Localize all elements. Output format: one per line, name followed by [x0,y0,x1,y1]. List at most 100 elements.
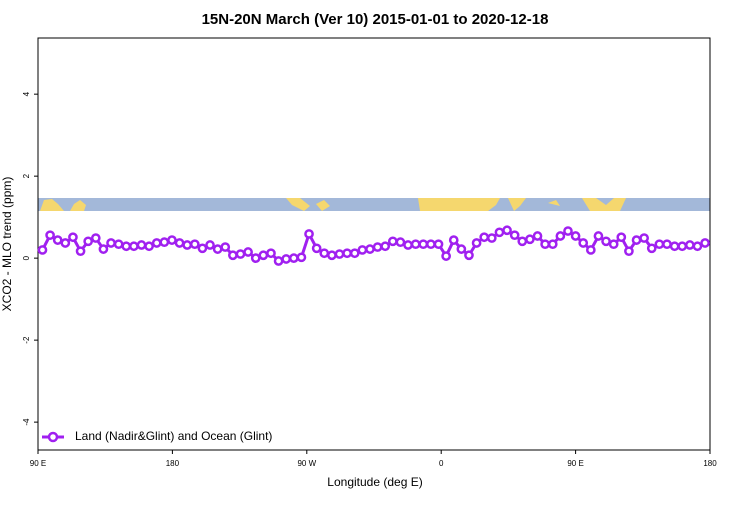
data-point [669,241,680,252]
data-point [365,244,375,254]
data-point [570,231,581,241]
data-point [448,235,459,245]
data-point [220,242,231,252]
data-point [441,251,451,261]
data-point [692,241,703,252]
data-point [387,236,398,247]
data-point [205,240,215,250]
data-point [113,239,124,250]
data-point [433,239,444,250]
data-point [228,250,238,261]
data-point [403,240,413,250]
x-tick-label: 180 [703,459,717,468]
data-point [243,247,253,257]
data-point [281,254,292,264]
data-point [182,240,193,250]
data-point [601,236,611,247]
data-point [608,239,619,250]
data-point [75,246,86,257]
data-point [700,238,710,248]
data-point [349,248,360,259]
data-point [578,238,589,248]
data-point [68,232,78,243]
plot-frame [37,37,711,451]
data-point [159,237,170,248]
data-point [555,231,566,241]
data-point [60,238,71,248]
data-point [456,244,467,254]
data-point [98,244,109,254]
chart-title: 15N-20N March (Ver 10) 2015-01-01 to 202… [202,11,549,28]
data-point [547,239,558,250]
y-tick-label: -4 [22,418,31,426]
data-point [426,239,436,250]
x-tick-label: 180 [166,459,180,468]
data-point [662,239,672,250]
data-point [235,249,246,259]
y-tick-label: 2 [22,173,31,178]
data-point [616,232,627,243]
data-point [151,238,162,248]
data-point [585,245,596,255]
legend-label: Land (Nadir&Glint) and Ocean (Glint) [75,429,272,443]
data-point [471,238,482,248]
data-point [334,249,345,259]
data-point [654,239,665,250]
data-point [327,250,337,261]
data-point [197,243,208,254]
data-point [311,243,322,254]
data-point [212,244,223,254]
data-point [52,235,63,245]
data-point [273,256,284,266]
data-point [624,246,634,257]
data-point [250,253,261,263]
data-point [258,250,269,261]
data-point [304,229,314,239]
data-point [380,241,391,252]
data-point [136,240,147,250]
x-tick-label: 90 E [567,459,583,468]
data-point [677,241,688,252]
data-point [319,248,330,259]
data-point [372,242,383,252]
legend-marker [47,431,59,443]
data-point [189,239,200,250]
data-point [517,236,528,247]
x-axis-label: Longitude (deg E) [327,475,422,489]
data-point [593,231,604,241]
data-point [532,231,543,241]
data-point [129,241,139,252]
data-point [502,225,512,236]
data-point [45,230,55,241]
y-axis-label: XCO2 - MLO trend (ppm) [0,177,14,312]
data-point [646,243,657,254]
data-point [266,248,276,259]
data-point [288,253,299,263]
data-point [167,235,177,245]
data-point [357,245,368,255]
data-point [509,230,520,241]
data-point [296,252,307,263]
x-tick-label: 90 W [297,459,316,468]
data-point [90,233,101,243]
data-point [83,236,94,247]
data-point [639,233,649,243]
x-tick-label: 0 [439,459,444,468]
map-strip [38,198,710,211]
data-point [174,238,185,248]
y-tick-label: -2 [22,336,31,344]
data-point [395,237,406,248]
data-point [631,235,642,245]
legend: Land (Nadir&Glint) and Ocean (Glint) [42,429,272,443]
data-point [684,240,695,250]
data-point [342,248,352,259]
data-point [525,234,535,245]
data-point [486,233,497,243]
data-point [121,241,132,252]
y-tick-label: 4 [22,91,31,96]
data-point [106,238,116,248]
data-point [540,239,550,250]
data-point [464,250,474,261]
